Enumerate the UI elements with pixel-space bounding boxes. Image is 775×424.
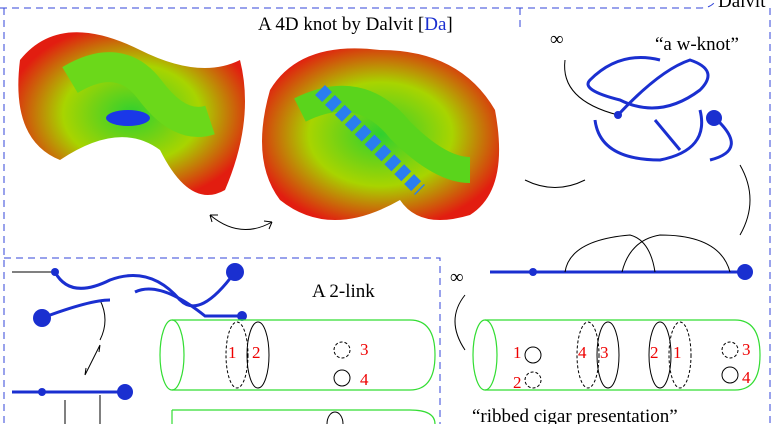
title-text: ] — [446, 14, 452, 35]
label: 4 — [742, 368, 751, 387]
frame-line — [0, 0, 716, 8]
label: 3 — [360, 340, 369, 359]
arrow — [525, 180, 585, 188]
infinity: ∞ — [550, 29, 564, 50]
arrow — [100, 300, 105, 340]
arrow — [455, 295, 465, 350]
label: 1 — [228, 343, 237, 362]
arcs — [565, 235, 730, 272]
figure: Dalvit A 4D knot by Dalvit [Da] ∞ “a w-k… — [0, 0, 775, 424]
strand — [65, 395, 100, 424]
label: 4 — [360, 370, 369, 389]
header-note: Dalvit — [718, 0, 766, 12]
label: 2 — [513, 373, 522, 392]
w-knot-label: “a w-knot” — [655, 34, 739, 55]
arrow — [740, 165, 750, 235]
endpoint — [529, 268, 537, 276]
infinity: ∞ — [450, 267, 464, 288]
arrow — [85, 345, 100, 375]
endpoint — [226, 263, 244, 281]
endpoint — [737, 264, 753, 280]
label: 4 — [578, 343, 587, 362]
title-text: A 4D knot by Dalvit [ — [258, 14, 424, 35]
label: 1 — [513, 343, 522, 362]
endpoint — [38, 388, 46, 396]
knot-render-left — [18, 32, 245, 195]
frame-line — [520, 8, 770, 424]
w-knot — [588, 58, 731, 161]
citation[interactable]: Da — [424, 14, 447, 35]
cigar-left — [160, 320, 435, 424]
title: A 4D knot by Dalvit [Da] — [258, 14, 453, 35]
two-link-label: A 2-link — [312, 281, 375, 302]
endpoint — [33, 309, 51, 327]
cigar-caption: “ribbed cigar presentation” — [472, 406, 678, 424]
label: 3 — [600, 343, 609, 362]
arrow — [210, 215, 272, 230]
knot-render-right — [262, 48, 499, 220]
label: 2 — [252, 343, 261, 362]
link-strand — [42, 289, 242, 318]
endpoint — [51, 268, 59, 276]
label: 1 — [673, 343, 682, 362]
label: 3 — [742, 340, 751, 359]
label: 2 — [650, 343, 659, 362]
endpoint — [117, 384, 133, 400]
endpoint — [614, 111, 622, 119]
endpoint — [706, 110, 722, 126]
